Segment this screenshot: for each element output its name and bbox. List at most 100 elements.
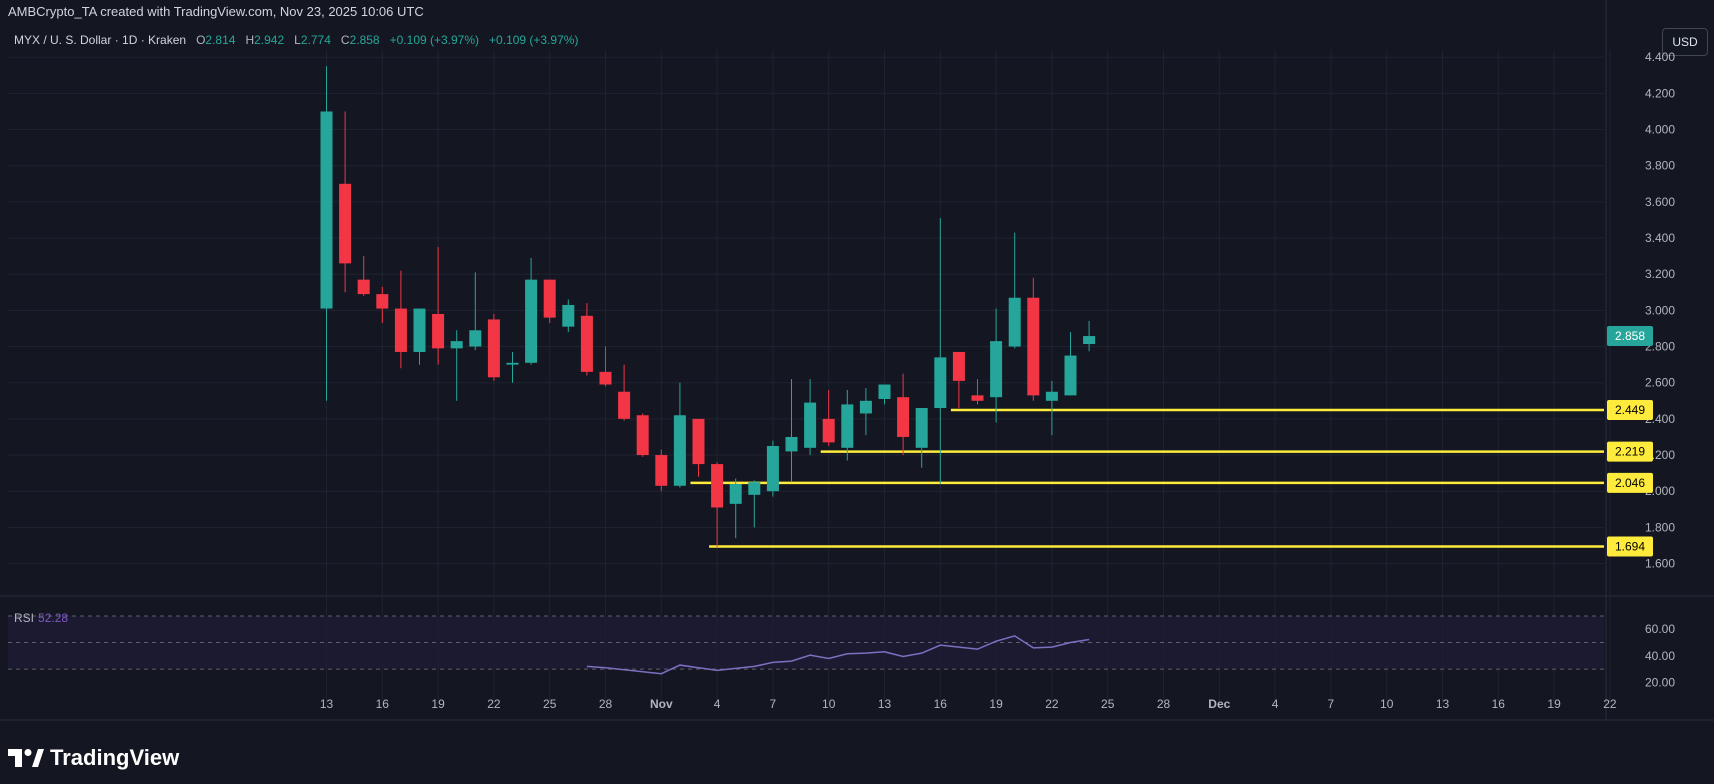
candle-body (339, 183, 352, 264)
open-label: O (196, 33, 206, 47)
candle-body (971, 395, 984, 401)
candle-body (506, 362, 519, 365)
tradingview-icon (8, 749, 44, 767)
candles (320, 66, 1096, 548)
level-price-badge (1607, 441, 1653, 462)
time-tick-label: 25 (1101, 697, 1115, 711)
candle-body (785, 436, 798, 452)
candle-body (562, 304, 575, 327)
price-tick-label: 3.800 (1645, 159, 1675, 173)
time-tick-label: 13 (320, 697, 334, 711)
symbol-name[interactable]: MYX / U. S. Dollar · 1D · Kraken (14, 33, 187, 47)
candle-body (878, 384, 891, 399)
close-label: C (340, 33, 350, 47)
rsi-tick-label: 40.00 (1645, 649, 1675, 663)
candle-body (766, 446, 779, 492)
candle-body (450, 341, 463, 349)
candle-body (859, 400, 872, 414)
price-tick-label: 1.800 (1645, 520, 1675, 534)
change-value-secondary: +0.109 (+3.97%) (489, 33, 579, 47)
time-tick-label: 19 (989, 697, 1003, 711)
candle-body (934, 357, 947, 409)
time-tick-label: 19 (431, 697, 445, 711)
rsi-line (586, 635, 1090, 675)
time-tick-label: 7 (770, 697, 777, 711)
time-tick-label: 7 (1328, 697, 1335, 711)
candle-body (915, 408, 928, 448)
low-value: 2.774 (300, 33, 331, 47)
time-tick-label: Nov (650, 697, 673, 711)
change-value: +0.109 (+3.97%) (389, 33, 480, 47)
candle-body (525, 279, 538, 363)
rsi-legend: RSI 52.28 (14, 611, 68, 625)
level-price-badge (1607, 400, 1653, 421)
candle-body (748, 482, 761, 495)
price-tick-label: 2.600 (1645, 376, 1675, 390)
price-tick-label: 3.200 (1645, 267, 1675, 281)
candle-body (1083, 336, 1096, 345)
candle-body (376, 294, 389, 309)
high-value: 2.942 (254, 33, 285, 47)
candle-body (952, 351, 965, 381)
candle-body (394, 308, 407, 352)
level-price-label: 2.449 (1615, 403, 1645, 417)
rsi-tick-label: 60.00 (1645, 622, 1675, 636)
brand-name: TradingView (50, 745, 180, 770)
candle-body (655, 455, 668, 486)
candle-body (469, 330, 482, 347)
price-tick-label: 1.600 (1645, 557, 1675, 571)
candle-body (673, 415, 686, 486)
high-label: H (245, 33, 255, 47)
candle-body (841, 404, 854, 448)
candle-body (1027, 297, 1040, 396)
last-price-label: 2.858 (1615, 329, 1645, 343)
candle-body (487, 319, 500, 378)
candle-body (692, 418, 705, 465)
candle-body (897, 397, 910, 437)
price-tick-label: 3.000 (1645, 303, 1675, 317)
candle-body (636, 415, 649, 456)
rsi-label: RSI (14, 611, 35, 625)
time-tick-label: 16 (1492, 697, 1506, 711)
candle-body (804, 402, 817, 448)
candle-body (357, 279, 370, 295)
rsi-value: 52.28 (38, 611, 69, 625)
level-price-label: 1.694 (1615, 540, 1645, 554)
grid (0, 0, 1714, 721)
time-tick-label: 28 (1157, 697, 1171, 711)
support-levels (690, 408, 1604, 548)
last-price-badge (1607, 326, 1653, 347)
candle-body (413, 308, 426, 352)
rsi-polyline (586, 635, 1090, 675)
candle-body (822, 418, 835, 443)
time-tick-label: 13 (878, 697, 892, 711)
open-value: 2.814 (205, 33, 236, 47)
candle-body (320, 111, 333, 309)
time-tick-label: Dec (1208, 697, 1230, 711)
time-tick-label: 4 (714, 697, 721, 711)
candle-body (1008, 297, 1021, 347)
symbol-legend: MYX / U. S. Dollar · 1D · Kraken O2.814 … (14, 33, 578, 47)
chart-attribution: AMBCrypto_TA created with TradingView.co… (8, 4, 424, 19)
candle-body (618, 391, 631, 419)
candle-body (543, 279, 556, 318)
currency-button[interactable]: USD (1662, 28, 1708, 56)
time-tick-label: 28 (599, 697, 613, 711)
low-label: L (294, 33, 301, 47)
close-value: 2.858 (349, 33, 380, 47)
time-tick-label: 19 (1547, 697, 1561, 711)
time-tick-label: 16 (934, 697, 948, 711)
level-price-badge (1607, 536, 1653, 557)
time-tick-label: 4 (1272, 697, 1279, 711)
time-tick-label: 10 (1380, 697, 1394, 711)
candle-body (1045, 391, 1058, 401)
time-tick-label: 22 (1045, 697, 1059, 711)
candle-body (1064, 355, 1077, 396)
time-tick-label: 10 (822, 697, 836, 711)
level-price-label: 2.219 (1615, 445, 1645, 459)
rsi-tick-label: 20.00 (1645, 675, 1675, 689)
time-tick-label: 22 (1603, 697, 1617, 711)
price-tick-label: 3.600 (1645, 195, 1675, 209)
axes: 1.6001.8002.0002.2002.4002.6002.8003.000… (320, 50, 1676, 711)
